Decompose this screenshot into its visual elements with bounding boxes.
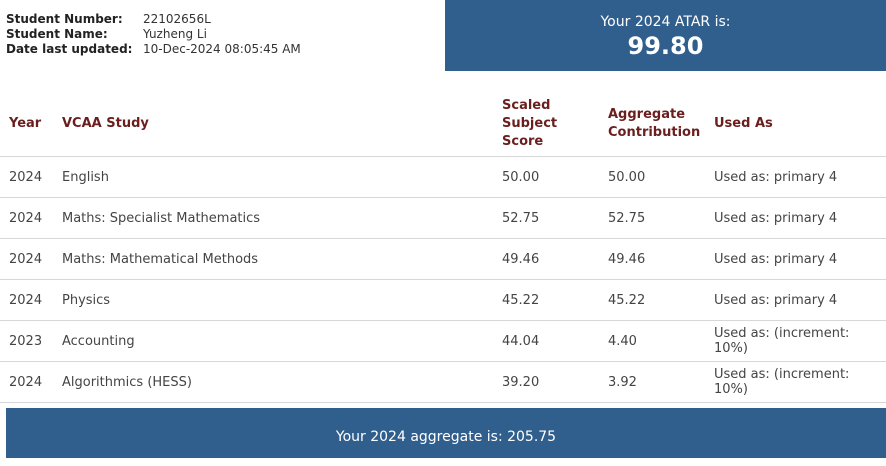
student-info: Student Number: 22102656L Student Name: … [6, 12, 301, 57]
table-row: 2023 Accounting 44.04 4.40 Used as: (inc… [0, 320, 886, 362]
cell-used-as: Used as: primary 4 [708, 279, 886, 321]
header-agg-line2: Contribution [608, 125, 701, 140]
cell-scaled-score: 50.00 [496, 156, 602, 198]
cell-year: 2024 [0, 361, 56, 403]
table-row: 2024 Maths: Mathematical Methods 49.46 4… [0, 238, 886, 280]
cell-aggregate: 49.46 [602, 238, 708, 280]
aggregate-banner: Your 2024 aggregate is: 205.75 [6, 408, 886, 458]
date-updated-row: Date last updated: 10-Dec-2024 08:05:45 … [6, 42, 301, 57]
student-name-row: Student Name: Yuzheng Li [6, 27, 301, 42]
cell-used-as: Used as: (increment: 10%) [708, 361, 886, 403]
cell-aggregate: 52.75 [602, 197, 708, 239]
cell-scaled-score: 52.75 [496, 197, 602, 239]
header-score-line1: Scaled [502, 98, 551, 113]
date-updated-label: Date last updated: [6, 42, 133, 56]
cell-year: 2023 [0, 320, 56, 362]
cell-scaled-score: 49.46 [496, 238, 602, 280]
cell-used-as: Used as: primary 4 [708, 238, 886, 280]
header-used-as: Used As [708, 92, 886, 157]
atar-label: Your 2024 ATAR is: [600, 14, 731, 30]
table-row: 2024 English 50.00 50.00 Used as: primar… [0, 156, 886, 198]
student-name-label: Student Name: [6, 27, 108, 41]
cell-year: 2024 [0, 238, 56, 280]
cell-year: 2024 [0, 197, 56, 239]
header-scaled-score: Scaled Subject Score [496, 92, 602, 157]
cell-aggregate: 4.40 [602, 320, 708, 362]
header-year: Year [0, 92, 56, 157]
cell-year: 2024 [0, 279, 56, 321]
cell-study: Maths: Mathematical Methods [56, 238, 496, 280]
cell-used-as: Used as: primary 4 [708, 156, 886, 198]
student-name-value: Yuzheng Li [143, 27, 207, 41]
table-row: 2024 Maths: Specialist Mathematics 52.75… [0, 197, 886, 239]
cell-used-as: Used as: primary 4 [708, 197, 886, 239]
cell-aggregate: 50.00 [602, 156, 708, 198]
cell-study: Maths: Specialist Mathematics [56, 197, 496, 239]
table-header-row: Year VCAA Study Scaled Subject Score Agg… [0, 92, 886, 157]
student-number-row: Student Number: 22102656L [6, 12, 301, 27]
cell-scaled-score: 45.22 [496, 279, 602, 321]
table-row: 2024 Algorithmics (HESS) 39.20 3.92 Used… [0, 361, 886, 403]
cell-used-as: Used as: (increment: 10%) [708, 320, 886, 362]
cell-aggregate: 3.92 [602, 361, 708, 403]
header-agg-line1: Aggregate [608, 107, 686, 122]
table-row: 2024 Physics 45.22 45.22 Used as: primar… [0, 279, 886, 321]
cell-scaled-score: 39.20 [496, 361, 602, 403]
atar-value: 99.80 [627, 32, 704, 60]
cell-study: Algorithmics (HESS) [56, 361, 496, 403]
header-aggregate: Aggregate Contribution [602, 92, 708, 157]
date-updated-value: 10-Dec-2024 08:05:45 AM [143, 42, 301, 56]
cell-year: 2024 [0, 156, 56, 198]
header-score-line3: Score [502, 134, 544, 149]
cell-aggregate: 45.22 [602, 279, 708, 321]
header-score-line2: Subject [502, 116, 558, 131]
cell-scaled-score: 44.04 [496, 320, 602, 362]
cell-study: English [56, 156, 496, 198]
student-number-value: 22102656L [143, 12, 211, 26]
student-number-label: Student Number: [6, 12, 123, 26]
header-study: VCAA Study [56, 92, 496, 157]
cell-study: Physics [56, 279, 496, 321]
results-table: Year VCAA Study Scaled Subject Score Agg… [0, 92, 886, 403]
cell-study: Accounting [56, 320, 496, 362]
atar-banner: Your 2024 ATAR is: 99.80 [445, 0, 886, 71]
